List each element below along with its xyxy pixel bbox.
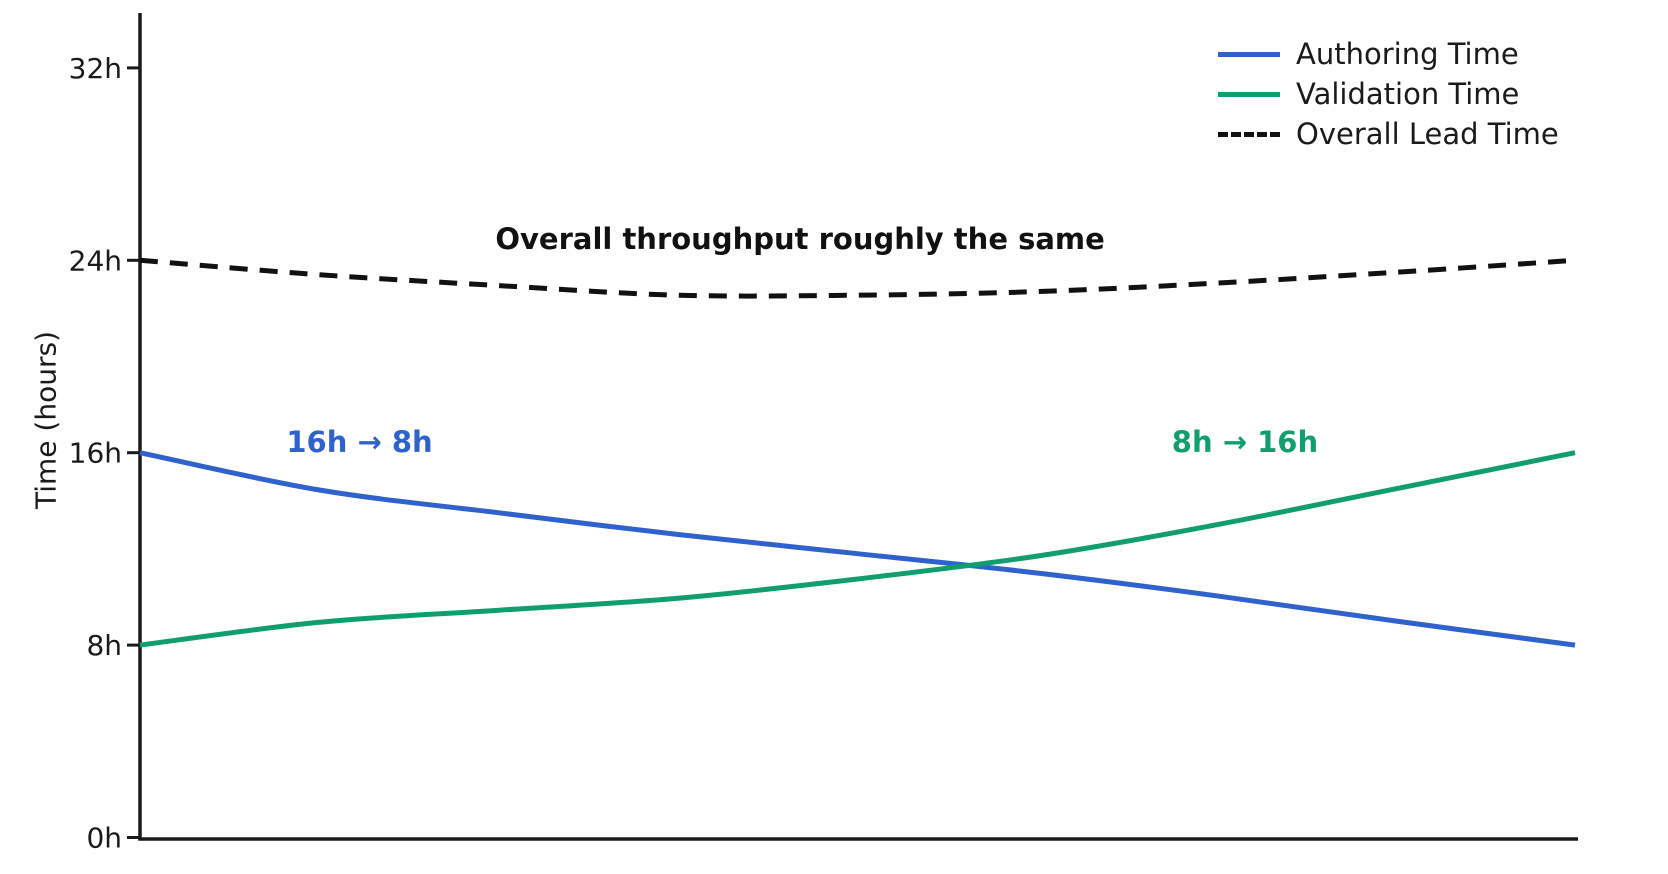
legend-line-swatch-validation-time <box>1218 91 1280 97</box>
legend-line-swatch-overall-lead-time <box>1218 131 1280 137</box>
overall-lead-time-line <box>139 257 1576 299</box>
authoring-time-line <box>139 450 1576 648</box>
legend-label-authoring-time: Authoring Time <box>1296 37 1519 71</box>
legend-label-overall-lead-time: Overall Lead Time <box>1296 117 1559 151</box>
y-tick-label-32h: 32h <box>69 52 122 85</box>
y-tick-label-16h: 16h <box>69 437 122 470</box>
annotation-authoring-change: 16h → 8h <box>286 424 433 459</box>
y-axis-title: Time (hours) <box>29 331 63 509</box>
legend-label-validation-time: Validation Time <box>1296 77 1520 111</box>
legend-item-overall-lead-time: Overall Lead Time <box>1218 114 1559 154</box>
annotation-overall-throughput: Overall throughput roughly the same <box>495 221 1105 256</box>
y-tick-label-8h: 8h <box>86 629 122 662</box>
legend-item-authoring-time: Authoring Time <box>1218 34 1559 74</box>
legend-item-validation-time: Validation Time <box>1218 74 1559 114</box>
legend-line-swatch-authoring-time <box>1218 51 1280 57</box>
y-tick-label-0h: 0h <box>86 822 122 855</box>
validation-time-line <box>139 450 1576 648</box>
legend: Authoring Time Validation Time Overall Lea… <box>1218 34 1559 154</box>
y-tick-label-24h: 24h <box>69 244 122 277</box>
annotation-validation-change: 8h → 16h <box>1171 424 1319 459</box>
